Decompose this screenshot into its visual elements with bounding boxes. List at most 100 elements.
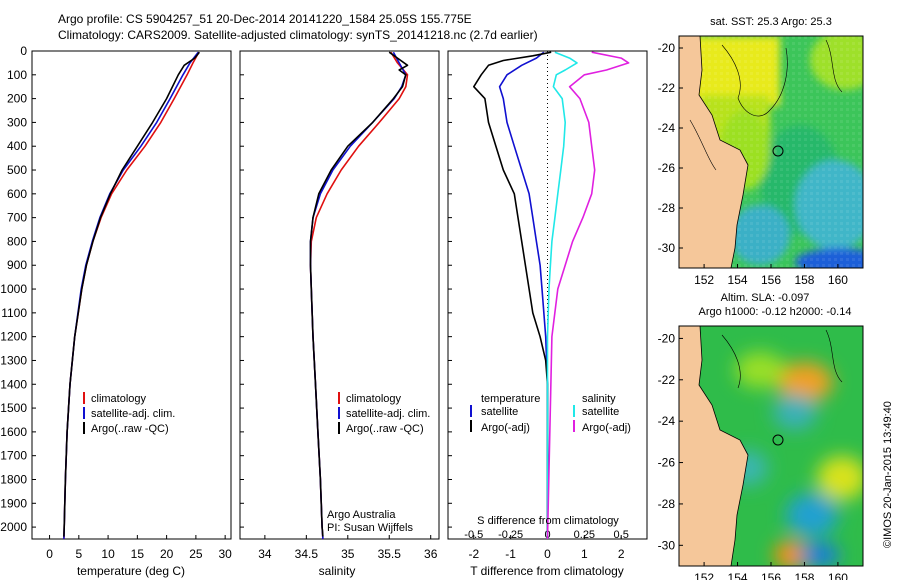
lat-tick-label: -24 <box>658 414 676 428</box>
lon-tick-label: 152 <box>694 571 714 580</box>
sla-lat-axis: -20 -22 -24 -26 -28 -30 <box>658 331 683 552</box>
figure-title-line1: Argo profile: CS 5904257_51 20-Dec-2014 … <box>58 12 472 26</box>
annotation-pi: PI: Susan Wijffels <box>327 522 413 534</box>
temperature-legend: climatology satellite-adj. clim. Argo(..… <box>83 392 175 435</box>
depth-tick-label: 2000 <box>0 520 27 534</box>
depth-tick-label: 1500 <box>0 401 27 415</box>
lat-tick-label: -22 <box>658 81 676 95</box>
x2-tick-label: 0.25 <box>574 529 595 541</box>
sla-land <box>679 326 749 566</box>
x-tick-label: 0 <box>544 547 551 561</box>
depth-tick-label: 1000 <box>0 282 27 296</box>
difference-legend: temperature satellite Argo(-adj) salinit… <box>470 393 631 434</box>
lat-tick-label: -20 <box>658 41 676 55</box>
legend-temperature-argo: Argo(-adj) <box>481 422 530 434</box>
salinity-panel: 34 34.5 35 35.5 36 salinity climatology sate… <box>239 50 440 578</box>
depth-tick-label: 1600 <box>0 425 27 439</box>
imos-stamp: ©IMOS 20-Jan-2015 13:49:40 <box>882 401 894 548</box>
depth-tick-label: 800 <box>7 234 27 248</box>
depth-tick-label: 700 <box>7 211 27 225</box>
legend-salinity-heading: salinity <box>582 393 616 405</box>
depth-axis: 0 100 200 300 400 500 600 700 800 900 1000 1100 1200… <box>0 44 36 534</box>
series-temperature-satellite <box>498 51 549 539</box>
sst-map-title: sat. SST: 25.3 Argo: 25.3 <box>710 16 832 28</box>
difference-x-axis: -2 -1 0 1 2 <box>468 535 625 561</box>
salinity-series <box>309 51 409 540</box>
legend-temperature-heading: temperature <box>481 393 540 405</box>
sst-map: sat. SST: 25.3 Argo: 25.3 -20-22-24-26-2… <box>658 16 864 287</box>
salinity-x-axis: 34 34.5 35 35.5 36 <box>258 535 438 561</box>
difference-y-ticks <box>448 50 452 528</box>
sla-profile-marker <box>772 434 784 446</box>
sst-lon-axis: 152 154 156 158 160 <box>694 264 848 287</box>
depth-tick-label: 1700 <box>0 449 27 463</box>
depth-tick-label: 500 <box>7 163 27 177</box>
sst-contours <box>689 39 843 171</box>
x-tick-label: 10 <box>101 547 115 561</box>
x2-tick-label: 0.5 <box>614 529 629 541</box>
salinity-xlabel: salinity <box>319 564 356 578</box>
depth-tick-label: 100 <box>7 68 27 82</box>
series-argo <box>63 51 201 537</box>
lat-tick-label: -30 <box>658 241 676 255</box>
x-tick-label: 5 <box>75 547 82 561</box>
x-tick-label: 25 <box>189 547 203 561</box>
x-tick-label: 15 <box>131 547 145 561</box>
lat-tick-label: -22 <box>658 373 676 387</box>
lon-tick-label: 158 <box>794 273 814 287</box>
temperature-axes-frame <box>31 50 232 540</box>
temperature-x-axis: 0 5 10 15 20 25 30 <box>46 535 232 561</box>
sla-map-field <box>679 326 863 566</box>
sla-map-title-line2: Argo h1000: -0.12 h2000: -0.14 <box>699 306 852 318</box>
sst-profile-marker <box>772 145 784 157</box>
legend-temperature-satellite: satellite <box>481 406 518 418</box>
lat-tick-label: -24 <box>658 121 676 135</box>
x-tick-label: 36 <box>424 547 438 561</box>
legend-satellite: satellite-adj. clim. <box>91 408 175 420</box>
sla-lon-axis: 152 154 156 158 160 <box>694 562 848 580</box>
depth-tick-label: 900 <box>7 258 27 272</box>
depth-tick-label: 400 <box>7 139 27 153</box>
lon-tick-label: 156 <box>761 273 781 287</box>
salinity-axes-frame <box>239 50 440 540</box>
depth-tick-label: 600 <box>7 187 27 201</box>
x-tick-label: -2 <box>468 547 479 561</box>
x-tick-label: 35 <box>341 547 355 561</box>
legend-salinity-satellite: satellite <box>582 406 619 418</box>
legend-satellite: satellite-adj. clim. <box>346 408 430 420</box>
x-tick-label: 0 <box>46 547 53 561</box>
depth-tick-label: 300 <box>7 115 27 129</box>
lon-tick-label: 154 <box>728 571 748 580</box>
series-salinity-satellite <box>546 51 578 539</box>
lon-tick-label: 156 <box>761 571 781 580</box>
temperature-panel: 0100200300400500600700800900100011001200… <box>0 44 232 578</box>
x-tick-label: 20 <box>160 547 174 561</box>
sst-lat-axis: -20 -22 -24 -26 -28 -30 <box>658 41 683 255</box>
lon-tick-label: 160 <box>828 571 848 580</box>
sla-contours <box>721 329 843 389</box>
lon-tick-label: 160 <box>828 273 848 287</box>
depth-tick-label: 1200 <box>0 330 27 344</box>
depth-tick-label: 1300 <box>0 353 27 367</box>
x-tick-label: 34 <box>258 547 272 561</box>
depth-tick-label: 1400 <box>0 377 27 391</box>
depth-tick-label: 1800 <box>0 472 27 486</box>
x2-tick-label: -0.5 <box>464 529 483 541</box>
lon-tick-label: 158 <box>794 571 814 580</box>
lat-tick-label: -20 <box>658 331 676 345</box>
x-tick-label: 1 <box>581 547 588 561</box>
depth-tick-label: 1100 <box>1 306 27 320</box>
x-tick-label: 35.5 <box>378 547 402 561</box>
x2-tick-label: -0.25 <box>498 529 523 541</box>
legend-argo: Argo(..raw -QC) <box>91 423 169 435</box>
sla-map-title-line1: Altim. SLA: -0.097 <box>721 292 810 304</box>
lat-tick-label: -26 <box>658 456 676 470</box>
figure-title-line2: Climatology: CARS2009. Satellite-adjuste… <box>58 28 538 42</box>
series-argo <box>309 51 409 537</box>
difference-xlabel: T difference from climatology <box>470 564 624 578</box>
lat-tick-label: -28 <box>658 497 676 511</box>
legend-salinity-argo: Argo(-adj) <box>582 422 631 434</box>
depth-tick-label: 1900 <box>0 496 27 510</box>
lat-tick-label: -26 <box>658 161 676 175</box>
x-tick-label: 30 <box>218 547 232 561</box>
